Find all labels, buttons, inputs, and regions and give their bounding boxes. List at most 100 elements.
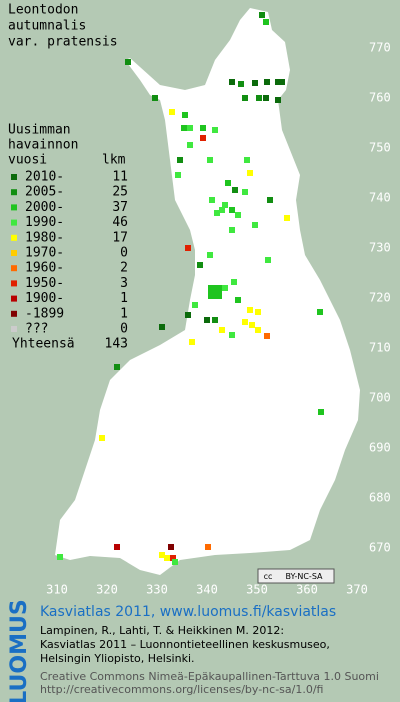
occurrence: [256, 95, 262, 101]
badge-icon: cc: [264, 572, 273, 581]
occurrence: [205, 544, 211, 550]
occurrence: [238, 81, 244, 87]
occurrence: [264, 79, 270, 85]
occurrence: [247, 170, 253, 176]
occurrence: [212, 317, 218, 323]
legend-label: 2005-: [25, 185, 64, 200]
badge-text: BY-NC-SA: [285, 572, 323, 581]
legend-swatch: [11, 280, 17, 287]
legend-count: 2: [120, 261, 128, 276]
legend-swatch: [11, 204, 17, 211]
legend-label: 1970-: [25, 246, 64, 261]
legend-count: 46: [112, 215, 128, 230]
legend-col-year: vuosi: [8, 153, 47, 168]
legend-label: 1980-: [25, 230, 64, 245]
occurrence: [229, 207, 235, 213]
easting-label: 330: [146, 583, 168, 597]
occurrence: [175, 172, 181, 178]
occurrence: [264, 333, 270, 339]
legend-label: 1990-: [25, 215, 64, 230]
occurrence: [200, 135, 206, 141]
northing-label: 740: [369, 191, 391, 205]
occurrence: [279, 79, 285, 85]
occurrence: [229, 79, 235, 85]
occurrence: [222, 202, 228, 208]
occurrence: [225, 180, 231, 186]
title-line: Leontodon: [8, 3, 78, 18]
legend-swatch: [11, 189, 17, 196]
occurrence: [159, 324, 165, 330]
northing-label: 680: [369, 491, 391, 505]
legend-col-count: lkm: [102, 153, 126, 168]
logo: LUOMUS: [7, 599, 32, 702]
legend-count: 11: [112, 170, 128, 185]
easting-label: 370: [346, 583, 368, 597]
citation-line: Helsingin Yliopisto, Helsinki.: [40, 652, 195, 665]
occurrence: [204, 317, 210, 323]
legend-label: 1960-: [25, 261, 64, 276]
occurrence: [275, 97, 281, 103]
title-line: var. pratensis: [8, 35, 118, 50]
legend-total-label: Yhteensä: [12, 337, 75, 352]
occurrence: [244, 157, 250, 163]
occurrence: [222, 285, 228, 291]
northing-label: 760: [369, 91, 391, 105]
occurrence: [187, 125, 193, 131]
legend-total: 143: [105, 337, 128, 352]
occurrence: [229, 332, 235, 338]
legend-swatch: [11, 310, 17, 317]
legend-heading: Uusimman: [8, 123, 71, 138]
footer: Lampinen, R., Lahti, T. & Heikkinen M. 2…: [40, 624, 379, 696]
occurrence: [164, 555, 170, 561]
occurrence: [177, 157, 183, 163]
northing-label: 690: [369, 441, 391, 455]
occurrence: [263, 19, 269, 25]
occurrence: [232, 187, 238, 193]
occurrence: [317, 309, 323, 315]
occurrence: [242, 319, 248, 325]
northing-label: 700: [369, 391, 391, 405]
occurrence: [284, 215, 290, 221]
occurrence: [235, 297, 241, 303]
legend-label: 2000-: [25, 200, 64, 215]
occurrence: [208, 285, 222, 299]
occurrence: [169, 109, 175, 115]
occurrence: [265, 257, 271, 263]
easting-label: 350: [246, 583, 268, 597]
northing-label: 720: [369, 291, 391, 305]
legend-swatch: [11, 265, 17, 272]
occurrence: [214, 210, 220, 216]
occurrence: [255, 309, 261, 315]
occurrence: [207, 252, 213, 258]
occurrence: [252, 80, 258, 86]
legend-label: 1900-: [25, 291, 64, 306]
occurrence: [267, 197, 273, 203]
legend-count: 1: [120, 306, 128, 321]
occurrence: [192, 302, 198, 308]
legend-count: 17: [112, 230, 128, 245]
legend-label: ???: [25, 322, 48, 337]
occurrence: [125, 59, 131, 65]
occurrence: [247, 307, 253, 313]
easting-label: 320: [96, 583, 118, 597]
occurrence: [242, 95, 248, 101]
occurrence: [189, 339, 195, 345]
legend-count: 3: [120, 276, 128, 291]
easting-label: 340: [196, 583, 218, 597]
occurrence: [159, 552, 165, 558]
northing-label: 670: [369, 541, 391, 555]
occurrence: [197, 262, 203, 268]
occurrence: [255, 327, 261, 333]
occurrence: [252, 222, 258, 228]
legend-count: 0: [120, 322, 128, 337]
easting-label: 310: [46, 583, 68, 597]
occurrence: [181, 125, 187, 131]
easting-label: 360: [296, 583, 318, 597]
occurrence: [219, 327, 225, 333]
occurrence: [152, 95, 158, 101]
legend-swatch: [11, 250, 17, 256]
license-line: http://creativecommons.org/licenses/by-n…: [40, 683, 323, 696]
occurrence: [170, 555, 176, 561]
occurrence: [249, 322, 255, 328]
